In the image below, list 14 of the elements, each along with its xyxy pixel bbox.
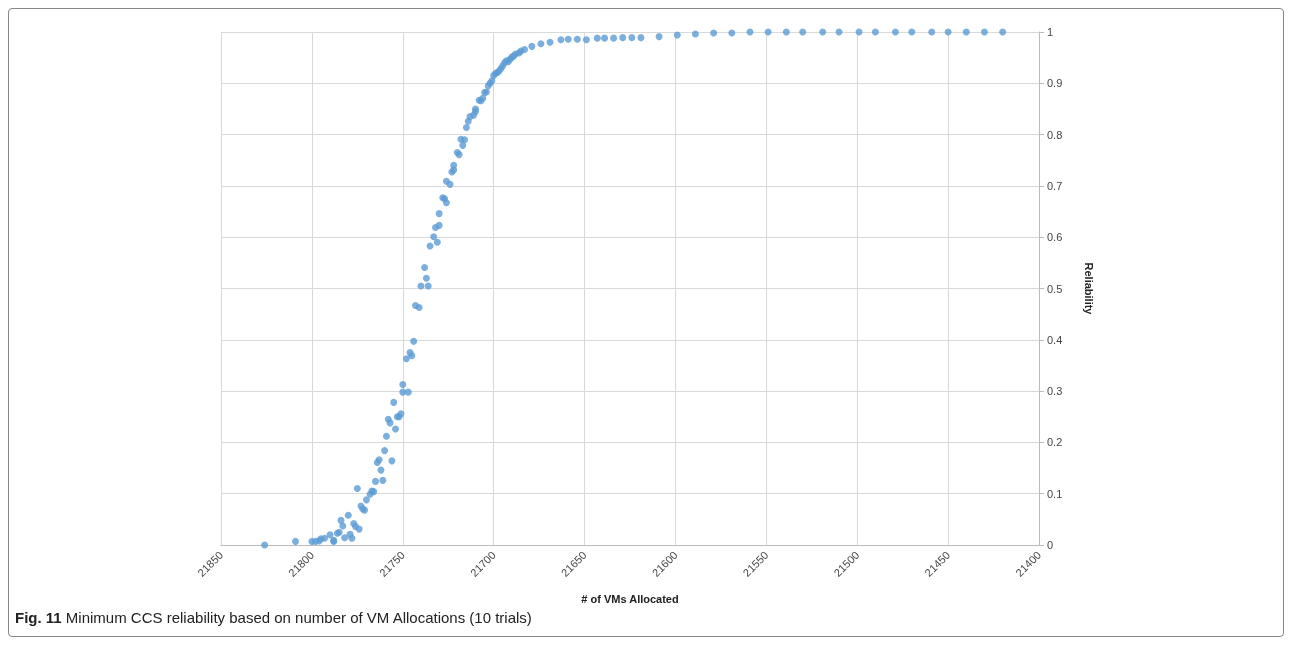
caption: Fig. 11 Minimum CCS reliability based on number of VM Allocations (10 trials) <box>14 609 533 628</box>
y-tick-label: 0.9 <box>1047 77 1063 90</box>
y-tick-label: 0.5 <box>1047 282 1063 295</box>
y-axis-title: Reliability <box>1082 262 1095 316</box>
y-tick-label: 0 <box>1047 539 1054 551</box>
y-tick-label: 0.8 <box>1047 128 1063 141</box>
y-tick-label: 0.3 <box>1047 385 1063 398</box>
y-tick-label: 0.6 <box>1047 231 1063 244</box>
y-tick-label: 0.7 <box>1047 179 1063 192</box>
y-tick-label: 1 <box>1047 26 1054 38</box>
y-tick-label: 0.1 <box>1047 487 1063 500</box>
y-tick-label: 0.2 <box>1047 436 1063 449</box>
y-tick-label: 0.4 <box>1047 333 1063 346</box>
x-axis-title: # of VMs Allocated <box>581 592 679 605</box>
